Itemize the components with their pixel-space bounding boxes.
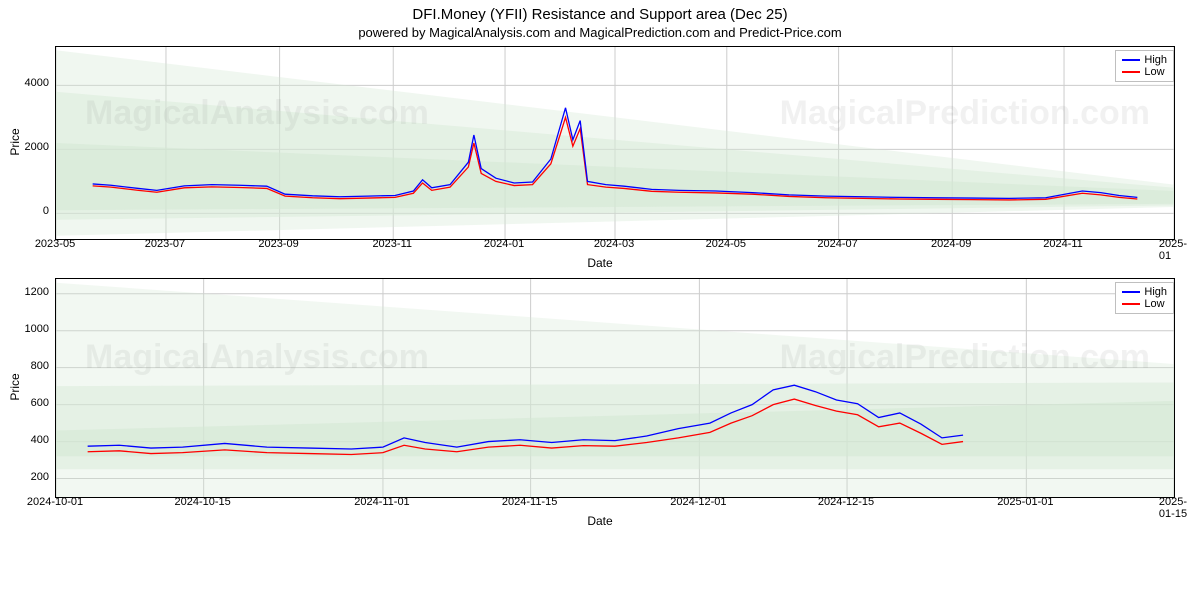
legend-high-label: High [1144, 286, 1167, 298]
xtick-label: 2024-12-15 [818, 496, 874, 508]
ytick-label: 200 [7, 471, 49, 483]
xtick-label: 2023-07 [145, 238, 185, 250]
xtick-label: 2024-09 [931, 238, 971, 250]
xtick-label: 2024-11 [1043, 238, 1083, 250]
xtick-label: 2025-01-15 [1159, 496, 1187, 520]
legend-high-line [1122, 59, 1140, 61]
xtick-label: 2023-11 [372, 238, 412, 250]
top-xlabel: Date [0, 256, 1200, 270]
ytick-label: 2000 [7, 141, 49, 153]
ytick-label: 0 [7, 205, 49, 217]
bottom-chart-svg [55, 278, 1175, 498]
xtick-label: 2025-01-01 [997, 496, 1053, 508]
xtick-label: 2024-03 [594, 238, 634, 250]
ytick-label: 4000 [7, 77, 49, 89]
top-xticks-row: 2023-052023-072023-092023-112024-012024-… [55, 238, 1180, 254]
top-chart-panel: Price MagicalAnalysis.com MagicalPredict… [55, 46, 1180, 238]
ytick-label: 1000 [7, 323, 49, 335]
bottom-chart-panel: Price MagicalAnalysis.com MagicalPredict… [55, 278, 1180, 496]
legend-low-label: Low [1144, 298, 1164, 310]
chart-subtitle: powered by MagicalAnalysis.com and Magic… [0, 25, 1200, 40]
xtick-label: 2024-10-01 [27, 496, 83, 508]
xtick-label: 2024-01 [484, 238, 524, 250]
legend-low-label: Low [1144, 66, 1164, 78]
xtick-label: 2023-05 [35, 238, 75, 250]
bottom-xlabel: Date [0, 514, 1200, 528]
bottom-legend: High Low [1115, 282, 1174, 314]
top-legend: High Low [1115, 50, 1174, 82]
xtick-label: 2023-09 [258, 238, 298, 250]
legend-low-line [1122, 71, 1140, 73]
legend-high-line [1122, 291, 1140, 293]
xtick-label: 2024-07 [817, 238, 857, 250]
xtick-label: 2024-10-15 [175, 496, 231, 508]
xtick-label: 2024-05 [706, 238, 746, 250]
xtick-label: 2025-01 [1159, 238, 1187, 262]
bottom-xticks-row: 2024-10-012024-10-152024-11-012024-11-15… [55, 496, 1180, 512]
chart-title: DFI.Money (YFII) Resistance and Support … [0, 6, 1200, 23]
xtick-label: 2024-11-01 [354, 496, 409, 508]
ytick-label: 800 [7, 360, 49, 372]
ytick-label: 400 [7, 434, 49, 446]
legend-high-label: High [1144, 54, 1167, 66]
legend-low-line [1122, 303, 1140, 305]
xtick-label: 2024-11-15 [502, 496, 557, 508]
ytick-label: 1200 [7, 286, 49, 298]
xtick-label: 2024-12-01 [670, 496, 726, 508]
top-chart-svg [55, 46, 1175, 240]
ytick-label: 600 [7, 397, 49, 409]
